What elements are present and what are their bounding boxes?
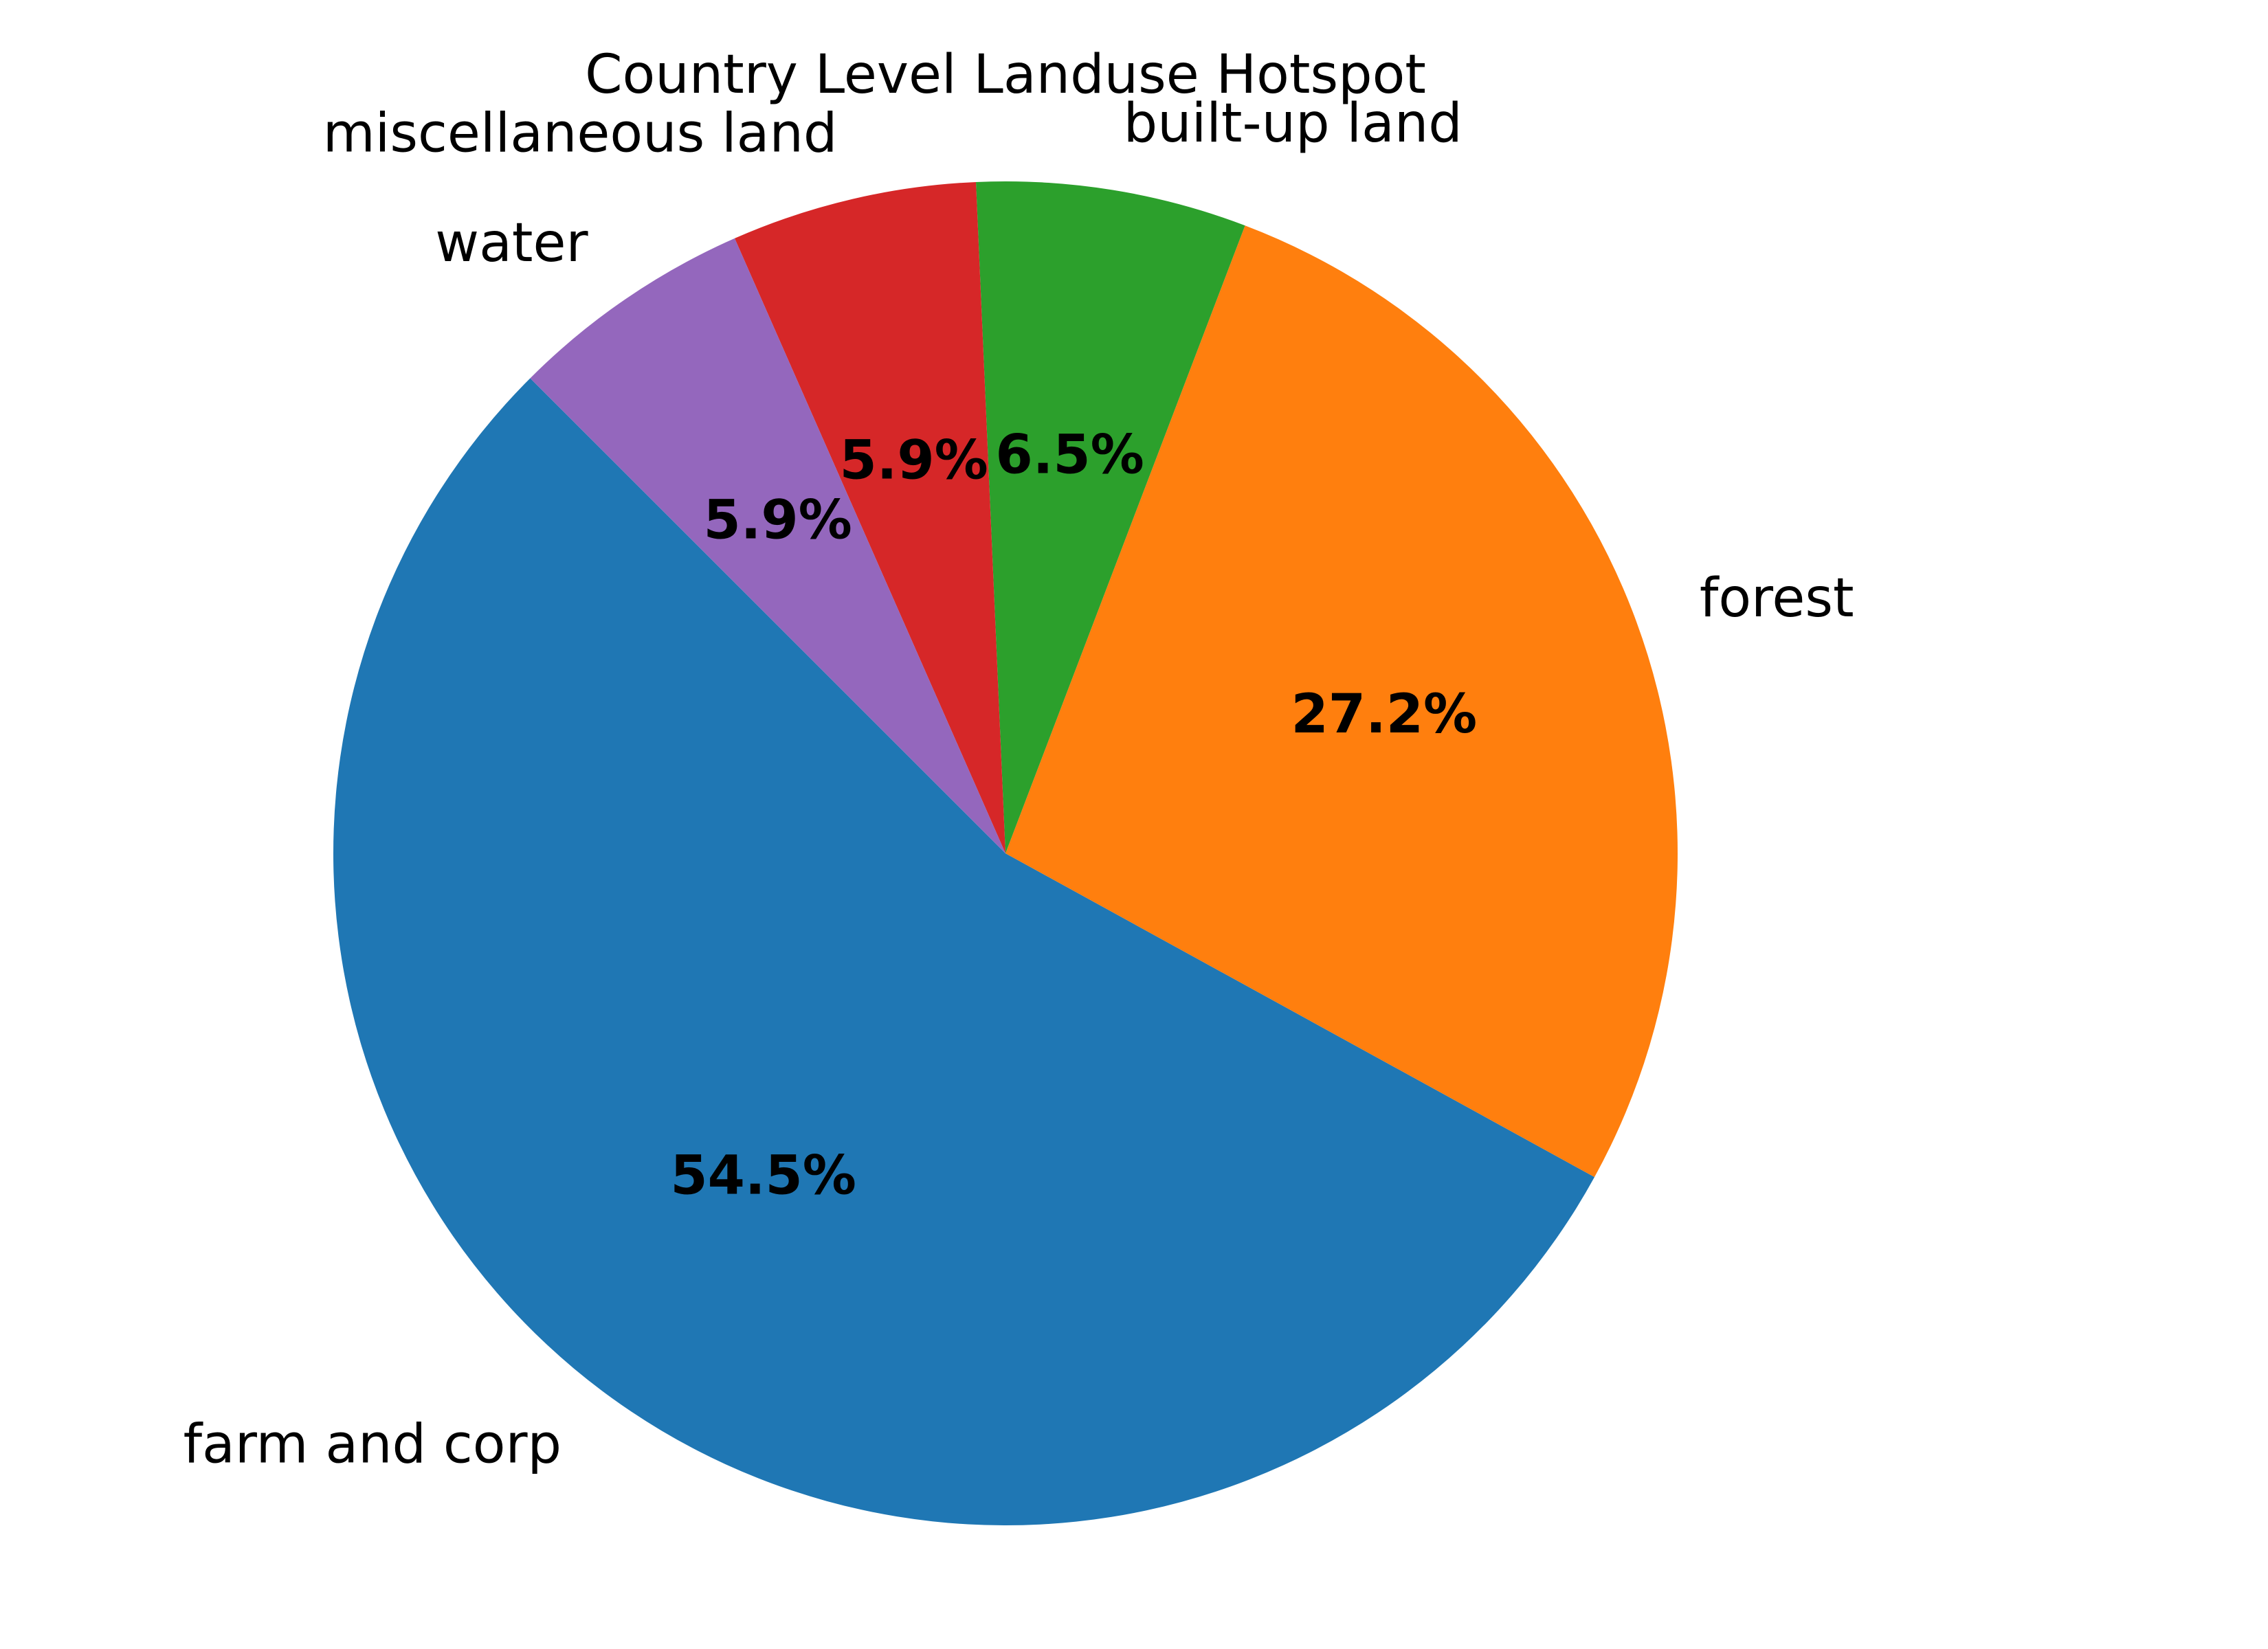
pie-slice-miscellaneous-land [734, 181, 1005, 853]
pie-labels: 54.5% farm and corp 27.2% forest 6.5% built-u… [184, 93, 1854, 1475]
slice-label-built-up-land: built-up land [1124, 93, 1463, 155]
pct-label-forest: 27.2% [1291, 684, 1478, 745]
pie-slices [333, 181, 1678, 1526]
pie-slice-built-up-land [975, 181, 1245, 854]
slice-label-forest: forest [1700, 568, 1854, 629]
slice-label-farm-and-corp: farm and corp [184, 1413, 562, 1475]
pct-label-built-up-land: 6.5% [995, 425, 1144, 486]
pie-slice-water [530, 238, 1005, 853]
pie-slice-farm-and-corp [333, 378, 1595, 1526]
pct-label-farm-and-corp: 54.5% [670, 1145, 856, 1207]
slice-label-water: water [435, 212, 588, 274]
pct-label-miscellaneous-land: 5.9% [839, 430, 988, 492]
pie-slice-forest [1005, 225, 1678, 1178]
chart-title: Country Level Landuse Hotspot [585, 44, 1426, 106]
slice-label-miscellaneous-land: miscellaneous land [323, 102, 838, 164]
pct-label-water: 5.9% [703, 490, 852, 552]
